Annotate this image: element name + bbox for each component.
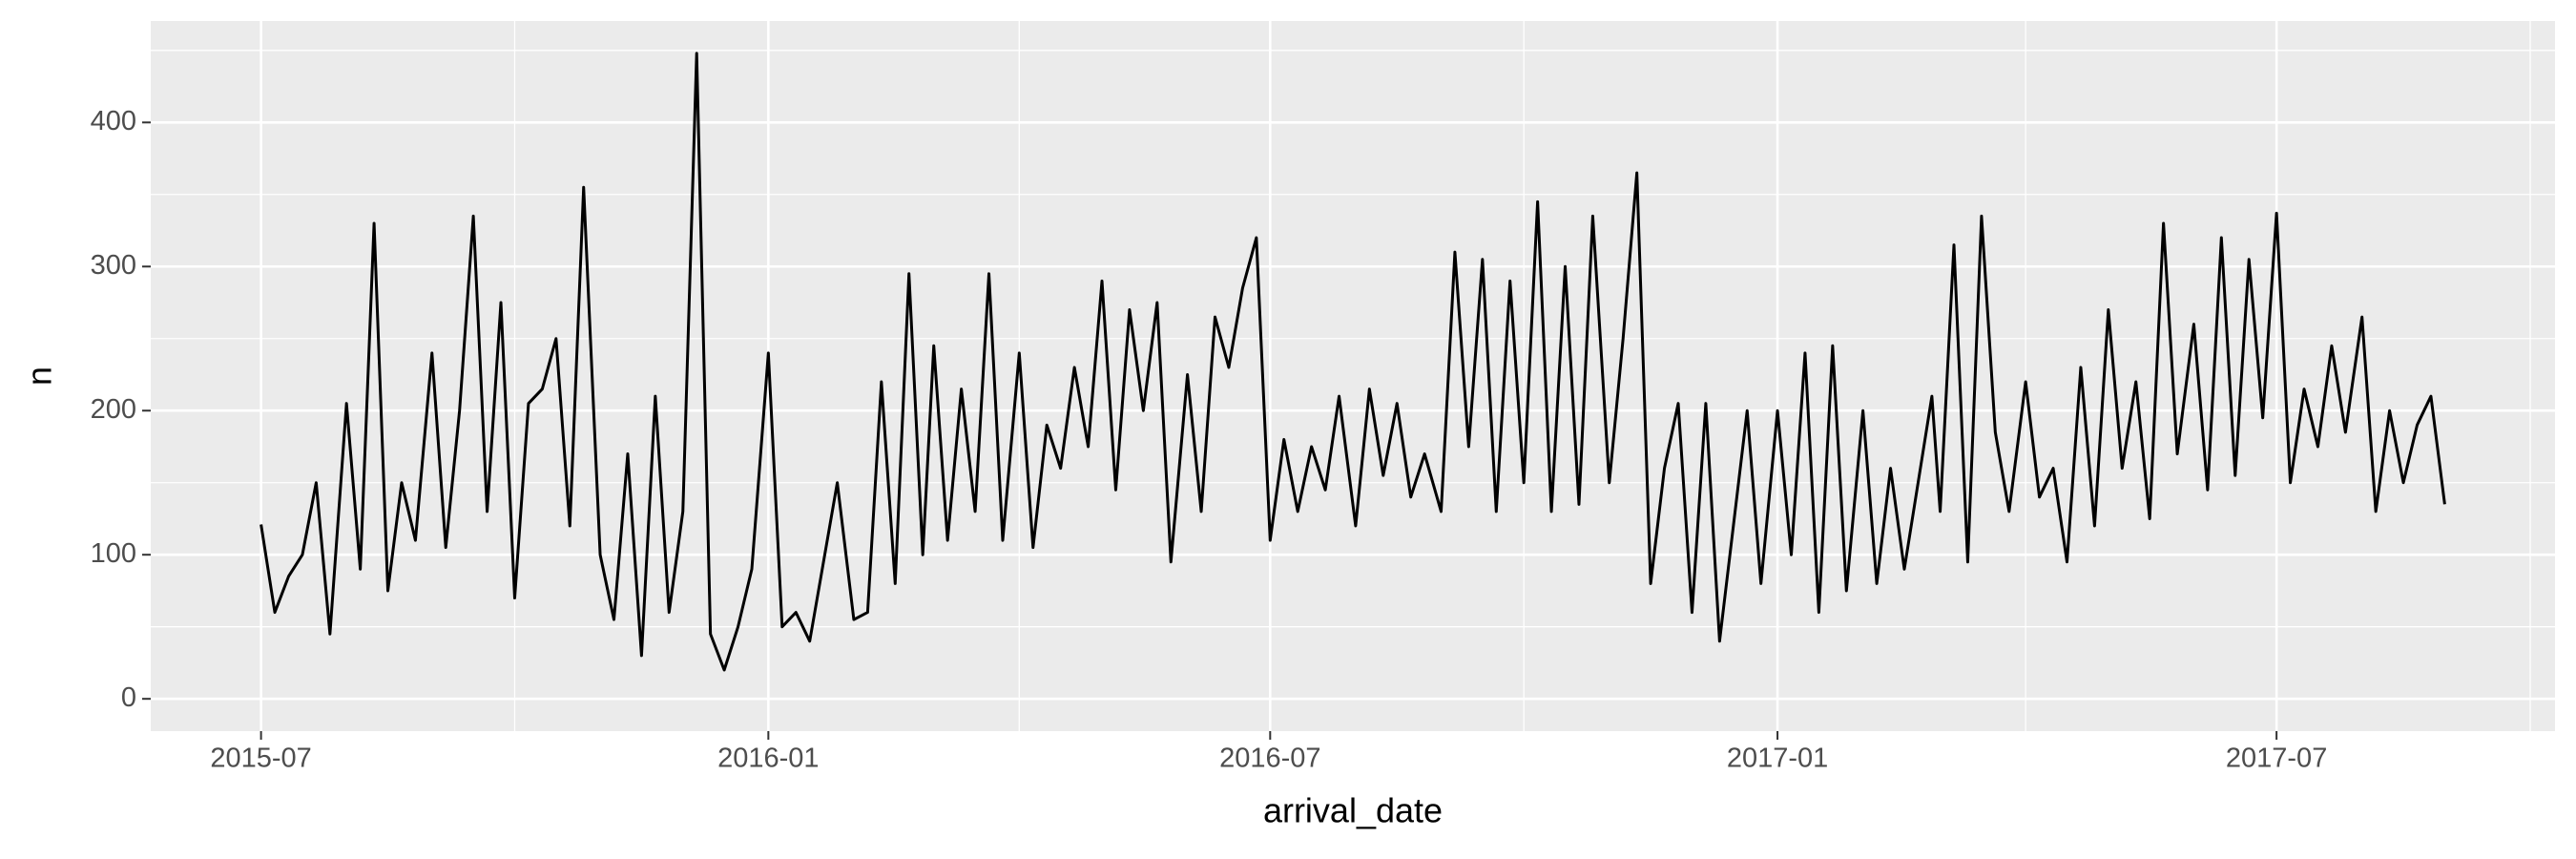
line — [260, 52, 2446, 672]
x-tick-label: 2017-07 — [2226, 744, 2327, 774]
x-tick-label: 2017-01 — [1727, 744, 1828, 774]
y-tick-label: 300 — [91, 250, 136, 281]
panel — [151, 21, 2555, 731]
y-tick-label: 0 — [121, 682, 136, 713]
y-tick-label: 100 — [91, 538, 136, 569]
y-tick-label: 400 — [91, 106, 136, 136]
x-tick-label: 2015-07 — [210, 744, 311, 774]
x-tick-label: 2016-01 — [717, 744, 819, 774]
x-axis-title: arrival_date — [1263, 791, 1443, 830]
y-axis-title: n — [20, 367, 59, 386]
x-tick-label: 2016-07 — [1219, 744, 1320, 774]
y-tick-label: 200 — [91, 394, 136, 425]
